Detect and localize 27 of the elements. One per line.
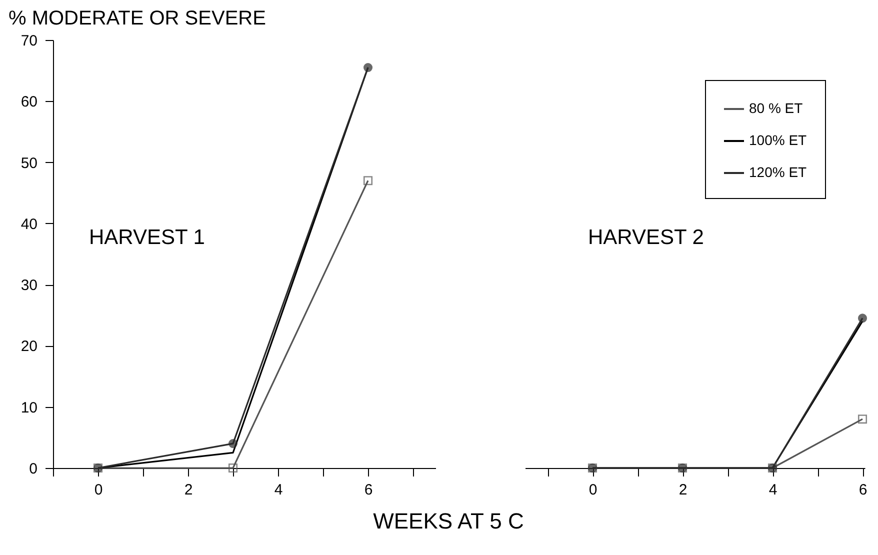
point: [228, 439, 238, 448]
y-axis-title: % MODERATE OR SEVERE: [8, 8, 266, 30]
x-tick-label: 2: [678, 482, 688, 498]
point: [363, 63, 373, 72]
x-tick-label: 4: [274, 482, 283, 498]
legend-label: 80 % ET: [749, 100, 804, 116]
y-tick-label: 10: [20, 399, 38, 416]
x-tick-label: 6: [364, 482, 373, 498]
point: [228, 463, 238, 473]
y-tick-label: 30: [20, 277, 38, 294]
point: [363, 176, 373, 186]
x-tick-label: 6: [858, 482, 868, 498]
x-axis-title: WEEKS AT 5 C: [373, 508, 524, 534]
annotation: HARVEST 1: [89, 226, 205, 249]
y-tick-label: 60: [20, 94, 38, 111]
legend-label: 100% ET: [749, 132, 808, 148]
y-tick-label: 0: [29, 460, 38, 478]
y-tick-label: 20: [20, 338, 38, 356]
x-tick-label: 4: [768, 482, 778, 498]
legend-label: 120% ET: [749, 164, 808, 180]
annotation: HARVEST 2: [588, 226, 704, 249]
y-tick-label: 40: [20, 216, 38, 233]
x-tick-label: 2: [184, 482, 193, 498]
x-tick-label: 0: [588, 482, 598, 498]
y-tick-label: 70: [20, 32, 38, 50]
x-tick-label: 0: [94, 482, 103, 498]
y-tick-label: 50: [20, 154, 38, 172]
